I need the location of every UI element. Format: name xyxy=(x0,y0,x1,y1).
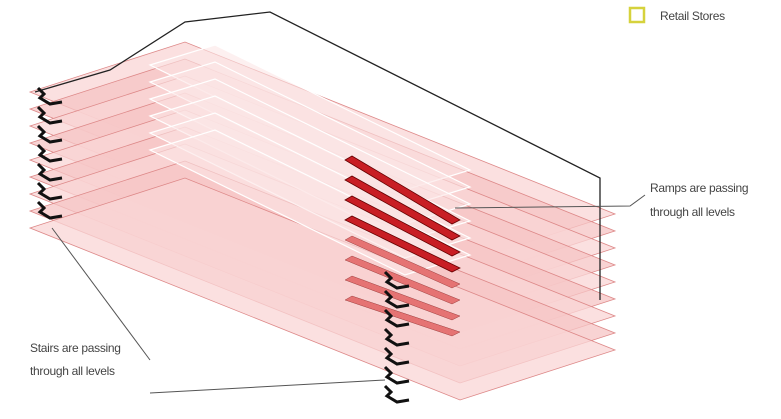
stair xyxy=(383,270,410,290)
stair xyxy=(383,327,410,347)
leader-line xyxy=(149,379,386,394)
annotation-line: through all levels xyxy=(30,364,115,378)
stair xyxy=(36,105,63,125)
leader-line xyxy=(454,194,646,209)
stairs xyxy=(36,86,410,404)
stair xyxy=(383,346,410,366)
stair xyxy=(36,162,63,182)
annotation-line: Stairs are passing xyxy=(30,341,121,355)
building-outline xyxy=(34,11,601,300)
ramp xyxy=(344,195,461,257)
floor-slab xyxy=(28,177,617,401)
ramp xyxy=(344,175,461,241)
stair xyxy=(383,365,410,385)
annotation-line: through all levels xyxy=(650,205,735,219)
ramp xyxy=(344,215,461,273)
legend-label: Retail Stores xyxy=(660,9,725,23)
leader-line xyxy=(51,227,151,361)
stair xyxy=(36,86,63,106)
stair xyxy=(36,200,63,220)
stair xyxy=(383,289,410,309)
ramps xyxy=(344,155,461,337)
stair xyxy=(36,181,63,201)
ramp xyxy=(344,155,461,225)
ramp xyxy=(344,275,461,321)
stair xyxy=(383,384,410,404)
legend-swatch xyxy=(628,6,646,24)
ramp xyxy=(344,295,461,337)
stair xyxy=(36,143,63,163)
annotation-line: Ramps are passing xyxy=(650,181,748,195)
stair xyxy=(383,308,410,328)
ramp xyxy=(344,235,461,289)
ramp xyxy=(344,255,461,305)
stair xyxy=(36,124,63,144)
